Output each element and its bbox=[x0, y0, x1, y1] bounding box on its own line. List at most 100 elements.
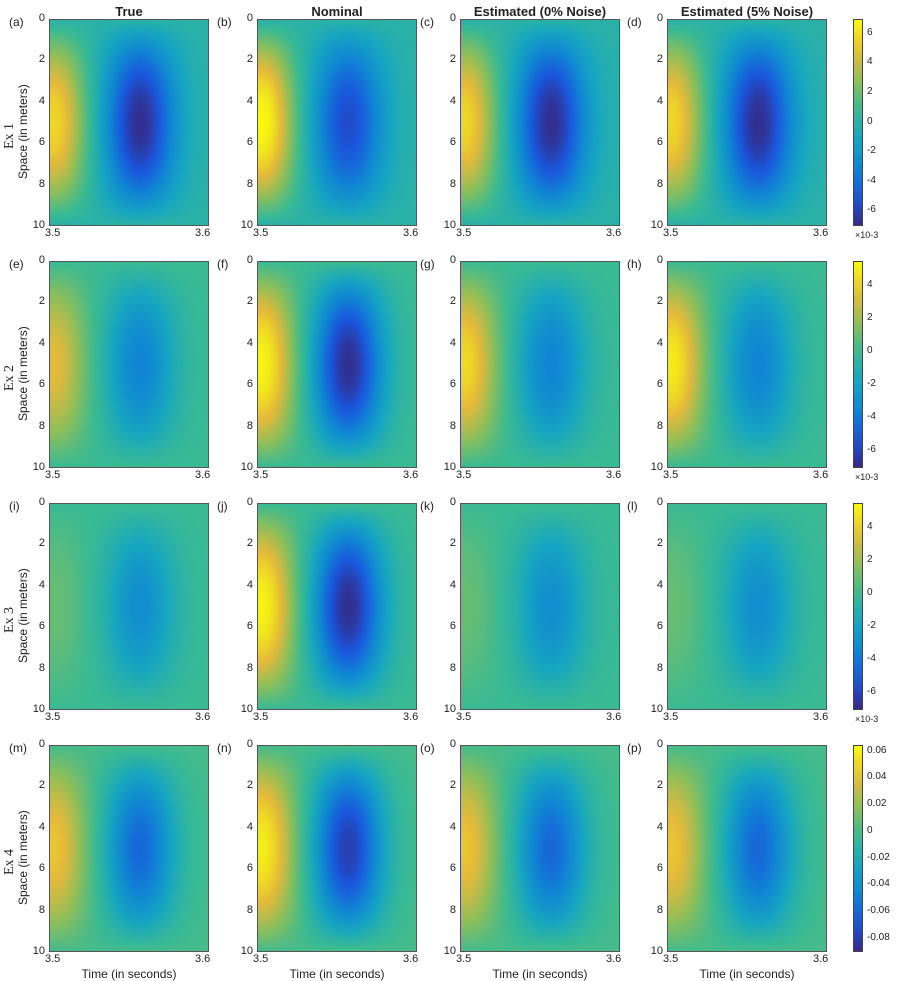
colorbar-tick-label: -2 bbox=[867, 378, 876, 390]
colorbar-tick-label: 0.04 bbox=[867, 771, 887, 783]
heatmap-panel bbox=[49, 503, 209, 710]
colorbar-tick-label: -6 bbox=[867, 204, 876, 216]
x-tick-label: 3.5 bbox=[663, 469, 679, 481]
x-tick-label: 3.5 bbox=[253, 953, 269, 965]
colorbar-tick-label: -6 bbox=[867, 686, 876, 698]
panel-label: (c) bbox=[420, 15, 434, 29]
y-tick-label: 2 bbox=[449, 295, 456, 308]
x-axis-label: Time (in seconds) bbox=[492, 967, 588, 981]
y-tick-label: 2 bbox=[38, 537, 45, 550]
panel-label: (p) bbox=[627, 741, 642, 755]
y-tick-label: 2 bbox=[449, 53, 456, 66]
x-tick-label: 3.6 bbox=[403, 711, 419, 723]
y-tick-label: 4 bbox=[449, 578, 456, 591]
y-tick-label: 10 bbox=[32, 703, 45, 715]
y-tick-label: 0 bbox=[449, 496, 456, 508]
colorbar-tick-label: -6 bbox=[867, 444, 876, 456]
heatmap-panel bbox=[49, 19, 209, 226]
y-tick-label: 8 bbox=[38, 177, 45, 190]
colorbar-tick-label: 0.06 bbox=[867, 744, 887, 756]
y-tick-label: 10 bbox=[650, 703, 663, 715]
y-tick-label: 4 bbox=[38, 820, 45, 833]
colorbar-exponent: ×10-3 bbox=[855, 714, 879, 724]
colorbar-tick-label: -0.06 bbox=[867, 904, 890, 916]
y-tick-label: 0 bbox=[246, 496, 253, 508]
y-tick-label: 0 bbox=[449, 254, 456, 266]
y-tick-label: 8 bbox=[656, 419, 663, 432]
heatmap-panel bbox=[257, 503, 417, 710]
y-tick-label: 2 bbox=[246, 537, 253, 550]
x-tick-label: 3.5 bbox=[663, 227, 679, 239]
colorbar-tick-label: 0 bbox=[867, 115, 873, 127]
y-tick-label: 2 bbox=[38, 779, 45, 792]
colorbar-tick-label: -2 bbox=[867, 620, 876, 632]
colorbar-exponent: ×10-3 bbox=[855, 230, 879, 240]
panel-label: (l) bbox=[627, 499, 638, 513]
y-tick-label: 2 bbox=[656, 537, 663, 550]
y-tick-label: 0 bbox=[38, 738, 45, 750]
heatmap-panel bbox=[257, 745, 417, 952]
y-tick-label: 6 bbox=[449, 862, 456, 875]
y-tick-label: 4 bbox=[38, 336, 45, 349]
y-tick-label: 4 bbox=[246, 94, 253, 107]
y-tick-label: 10 bbox=[240, 461, 253, 473]
panel-label: (e) bbox=[9, 257, 24, 271]
x-tick-label: 3.5 bbox=[253, 711, 269, 723]
heatmap-canvas bbox=[668, 746, 826, 951]
column-title-estimated-5: Estimated (5% Noise) bbox=[680, 4, 814, 19]
colorbar bbox=[853, 503, 863, 710]
y-tick-label: 4 bbox=[656, 820, 663, 833]
y-tick-label: 0 bbox=[246, 738, 253, 750]
colorbar-tick-label: -4 bbox=[867, 411, 876, 423]
x-tick-label: 3.6 bbox=[195, 953, 211, 965]
y-tick-label: 8 bbox=[38, 419, 45, 432]
y-tick-label: 6 bbox=[38, 620, 45, 633]
panel-label: (h) bbox=[627, 257, 642, 271]
x-tick-label: 3.5 bbox=[253, 227, 269, 239]
y-tick-label: 4 bbox=[38, 94, 45, 107]
panel-label: (a) bbox=[9, 15, 24, 29]
heatmap-canvas bbox=[258, 262, 416, 467]
y-tick-label: 0 bbox=[449, 738, 456, 750]
y-tick-label: 0 bbox=[656, 12, 663, 24]
y-tick-label: 0 bbox=[38, 254, 45, 266]
y-tick-label: 2 bbox=[656, 779, 663, 792]
colorbar bbox=[853, 261, 863, 468]
y-tick-label: 8 bbox=[656, 177, 663, 190]
y-tick-label: 8 bbox=[246, 177, 253, 190]
panel-label: (j) bbox=[217, 499, 228, 513]
y-tick-label: 2 bbox=[38, 53, 45, 66]
x-axis-label: Time (in seconds) bbox=[699, 967, 795, 981]
y-tick-label: 8 bbox=[449, 903, 456, 916]
x-tick-label: 3.6 bbox=[606, 469, 622, 481]
heatmap-panel bbox=[667, 745, 827, 952]
y-tick-label: 0 bbox=[38, 496, 45, 508]
colorbar-tick-label: 6 bbox=[867, 26, 873, 38]
y-tick-label: 6 bbox=[449, 136, 456, 149]
y-tick-label: 10 bbox=[240, 703, 253, 715]
y-tick-label: 8 bbox=[246, 419, 253, 432]
y-tick-label: 6 bbox=[246, 136, 253, 149]
colorbar-tick-label: 0 bbox=[867, 824, 873, 836]
y-tick-label: 2 bbox=[656, 295, 663, 308]
x-tick-label: 3.6 bbox=[813, 953, 829, 965]
panel-label: (g) bbox=[420, 257, 435, 271]
heatmap-canvas bbox=[258, 746, 416, 951]
y-tick-label: 8 bbox=[38, 661, 45, 674]
y-tick-label: 6 bbox=[38, 862, 45, 875]
y-tick-label: 4 bbox=[449, 820, 456, 833]
y-tick-label: 4 bbox=[38, 578, 45, 591]
x-tick-label: 3.6 bbox=[606, 227, 622, 239]
y-tick-label: 6 bbox=[246, 378, 253, 391]
heatmap-canvas bbox=[50, 504, 208, 709]
y-tick-label: 10 bbox=[443, 703, 456, 715]
heatmap-panel bbox=[257, 19, 417, 226]
y-tick-label: 10 bbox=[240, 945, 253, 957]
y-tick-label: 2 bbox=[246, 779, 253, 792]
colorbar-tick-label: -0.08 bbox=[867, 931, 890, 943]
y-tick-label: 8 bbox=[246, 903, 253, 916]
y-tick-label: 4 bbox=[449, 336, 456, 349]
heatmap-canvas bbox=[461, 746, 619, 951]
x-tick-label: 3.5 bbox=[663, 953, 679, 965]
y-tick-label: 0 bbox=[656, 254, 663, 266]
